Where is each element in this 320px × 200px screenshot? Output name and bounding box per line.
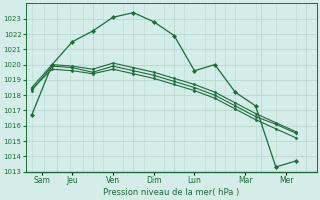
X-axis label: Pression niveau de la mer( hPa ): Pression niveau de la mer( hPa ): [103, 188, 239, 197]
